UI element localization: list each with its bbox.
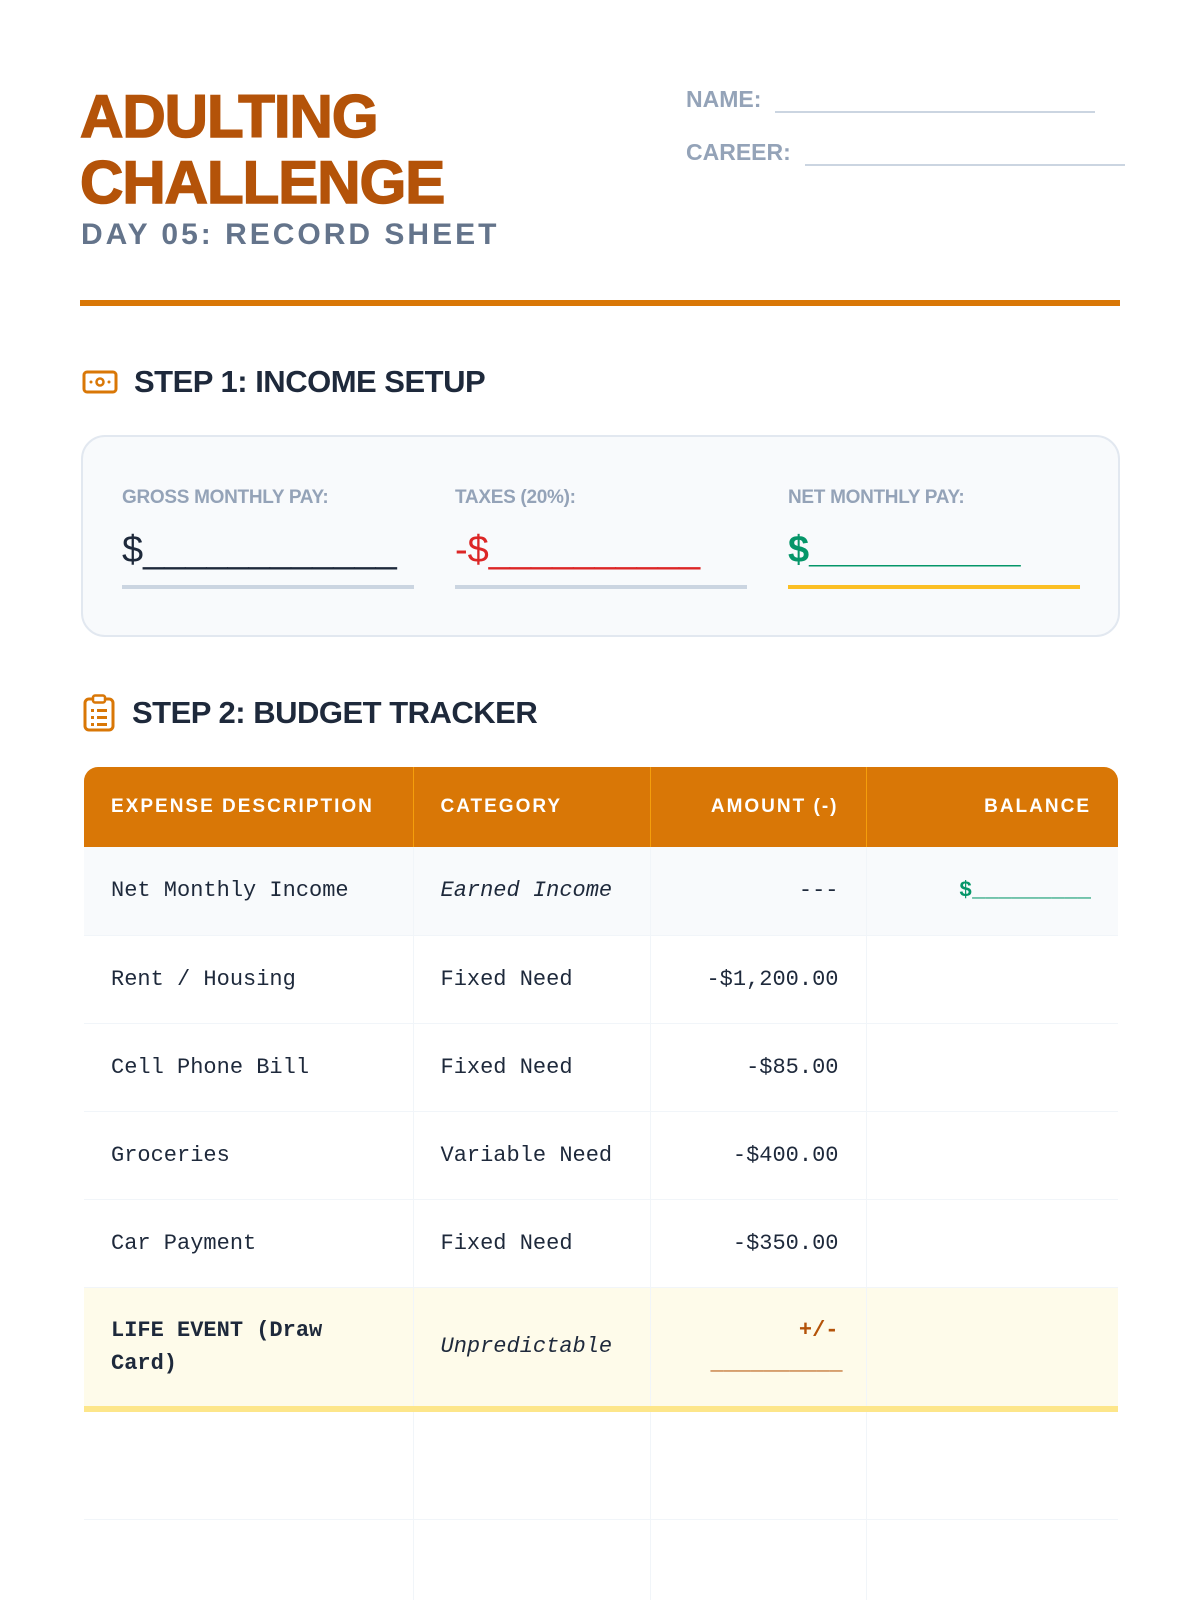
description-cell: Car Payment — [84, 1199, 413, 1288]
empty-cell[interactable] — [649, 1519, 866, 1600]
career-line[interactable] — [804, 144, 1125, 166]
description-cell: Net Monthly Income — [84, 847, 413, 936]
step1-heading: STEP 1: INCOME SETUP — [82, 364, 486, 400]
category-cell: Fixed Need — [412, 1199, 650, 1288]
net-pay-field[interactable]: NET MONTHLY PAY: $__________ — [788, 487, 1080, 589]
empty-cell[interactable] — [865, 1519, 1118, 1600]
step2-heading: STEP 2: BUDGET TRACKER — [82, 694, 538, 732]
amount-cell[interactable]: +/- __________ — [649, 1287, 866, 1412]
col-amount: AMOUNT (-) — [649, 767, 866, 847]
balance-cell[interactable] — [865, 1287, 1118, 1412]
col-balance: BALANCE — [865, 767, 1118, 847]
career-label: CAREER: — [686, 139, 791, 165]
description-cell: Cell Phone Bill — [84, 1023, 413, 1112]
balance-cell[interactable]: $_________ — [865, 847, 1118, 936]
header-divider — [80, 300, 1120, 306]
life-event-row: LIFE EVENT (Draw Card) Unpredictable +/-… — [84, 1287, 1118, 1412]
amount-cell: -$1,200.00 — [649, 935, 866, 1024]
title-line-2: CHALLENGE — [79, 149, 446, 217]
table-row: Cell Phone Bill Fixed Need -$85.00 — [84, 1023, 1118, 1112]
empty-cell[interactable] — [412, 1519, 650, 1600]
money-bill-icon — [82, 370, 118, 394]
taxes-value[interactable]: -$__________ — [455, 529, 701, 571]
empty-cell[interactable] — [84, 1519, 413, 1600]
category-cell: Earned Income — [412, 847, 650, 936]
col-category: CATEGORY — [412, 767, 650, 847]
empty-cell[interactable] — [84, 1409, 413, 1520]
taxes-field[interactable]: TAXES (20%): -$__________ — [455, 487, 747, 589]
net-value[interactable]: $__________ — [788, 529, 1021, 571]
balance-cell[interactable] — [865, 1111, 1118, 1200]
table-row: Rent / Housing Fixed Need -$1,200.00 — [84, 935, 1118, 1024]
category-cell: Unpredictable — [412, 1287, 650, 1412]
category-cell: Variable Need — [412, 1111, 650, 1200]
col-description: EXPENSE DESCRIPTION — [84, 767, 413, 847]
description-cell: Groceries — [84, 1111, 413, 1200]
empty-cell[interactable] — [865, 1409, 1118, 1520]
description-cell: Rent / Housing — [84, 935, 413, 1024]
clipboard-list-icon — [83, 694, 115, 732]
taxes-label: TAXES (20%): — [455, 487, 576, 508]
name-field[interactable]: NAME: — [686, 86, 1096, 113]
budget-table: EXPENSE DESCRIPTION CATEGORY AMOUNT (-) … — [84, 767, 1118, 1600]
balance-cell[interactable] — [865, 1199, 1118, 1288]
gross-value[interactable]: $____________ — [122, 529, 397, 571]
income-card: GROSS MONTHLY PAY: $____________ TAXES (… — [81, 435, 1120, 637]
empty-row — [84, 1409, 1118, 1520]
table-row: Car Payment Fixed Need -$350.00 — [84, 1199, 1118, 1288]
gross-underline — [122, 585, 414, 589]
step1-title: STEP 1: INCOME SETUP — [134, 364, 486, 399]
career-field[interactable]: CAREER: — [686, 139, 1125, 166]
page-title: ADULTING CHALLENGE — [79, 83, 446, 217]
step2-title: STEP 2: BUDGET TRACKER — [132, 695, 538, 730]
amount-cell: --- — [649, 847, 866, 936]
category-cell: Fixed Need — [412, 1023, 650, 1112]
title-line-1: ADULTING — [79, 83, 379, 151]
gross-label: GROSS MONTHLY PAY: — [122, 487, 329, 508]
table-row: Net Monthly Income Earned Income --- $__… — [84, 847, 1118, 936]
name-line[interactable] — [775, 91, 1096, 113]
name-label: NAME: — [686, 86, 762, 112]
amount-cell: -$85.00 — [649, 1023, 866, 1112]
balance-cell[interactable] — [865, 1023, 1118, 1112]
net-underline — [788, 585, 1080, 589]
balance-cell[interactable] — [865, 935, 1118, 1024]
empty-row — [84, 1519, 1118, 1600]
category-cell: Fixed Need — [412, 935, 650, 1024]
empty-cell[interactable] — [649, 1409, 866, 1520]
amount-cell: -$350.00 — [649, 1199, 866, 1288]
table-header: EXPENSE DESCRIPTION CATEGORY AMOUNT (-) … — [84, 767, 1118, 847]
description-cell: LIFE EVENT (Draw Card) — [84, 1287, 413, 1412]
gross-pay-field[interactable]: GROSS MONTHLY PAY: $____________ — [122, 487, 414, 589]
subtitle: DAY 05: RECORD SHEET — [81, 218, 500, 251]
taxes-underline — [455, 585, 747, 589]
table-row: Groceries Variable Need -$400.00 — [84, 1111, 1118, 1200]
amount-cell: -$400.00 — [649, 1111, 866, 1200]
empty-cell[interactable] — [412, 1409, 650, 1520]
net-label: NET MONTHLY PAY: — [788, 487, 965, 508]
